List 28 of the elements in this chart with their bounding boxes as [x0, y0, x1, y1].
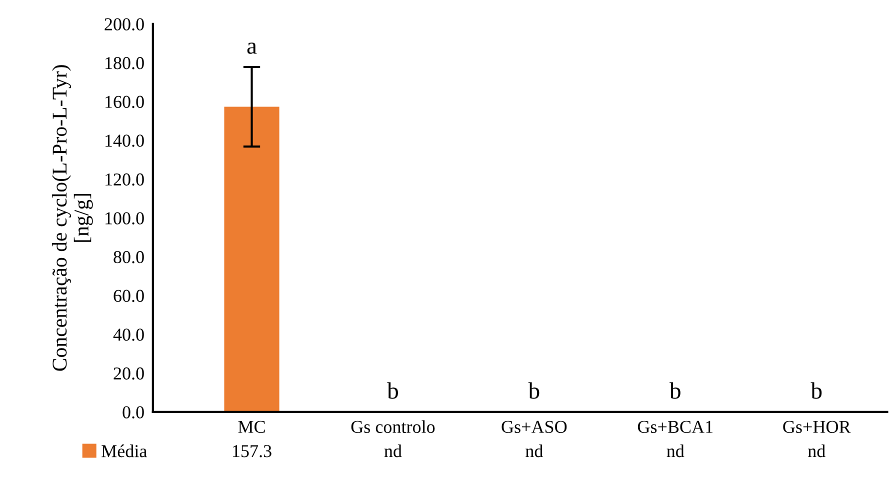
text: nd	[808, 444, 826, 458]
x-tick-label: Gs+BCA1	[638, 420, 713, 433]
y-tick-label: 200.0	[104, 18, 144, 30]
y-axis-title: Concentração de cyclo(L-Pro-L-Tyr) [ng/g]	[52, 65, 93, 371]
annotation: b	[387, 382, 398, 399]
data-label: 157.3	[233, 445, 272, 458]
y-tick-label: 120.0	[106, 173, 144, 186]
x-tick-label: Gs+HOR	[783, 420, 851, 433]
y-tick-label: 60.0	[114, 290, 144, 302]
text: nd	[384, 444, 402, 458]
y-tick-label: 160.0	[106, 96, 144, 108]
annotation: b	[810, 382, 822, 399]
y-tick-label: 80.0	[114, 251, 144, 264]
legend-label: Média	[102, 444, 147, 458]
y-tick-label: 40.0	[113, 328, 144, 341]
x-tick-label: Gs controlo	[351, 420, 435, 433]
annotation: a	[247, 42, 257, 54]
y-tick-label: 140.0	[106, 134, 144, 147]
y-tick-label: 100.0	[106, 212, 144, 224]
annotation: b	[670, 382, 680, 399]
y-tick-label: 20.0	[114, 367, 144, 380]
y-tick-label: 180.0	[106, 57, 144, 70]
y-tick-label: 0.0	[122, 406, 144, 418]
x-tick-label: Gs+ASO	[502, 420, 567, 433]
text: nd	[526, 444, 543, 458]
x-tick-label: MC	[238, 420, 265, 433]
text: nd	[666, 444, 684, 458]
annotation: b	[528, 382, 540, 399]
